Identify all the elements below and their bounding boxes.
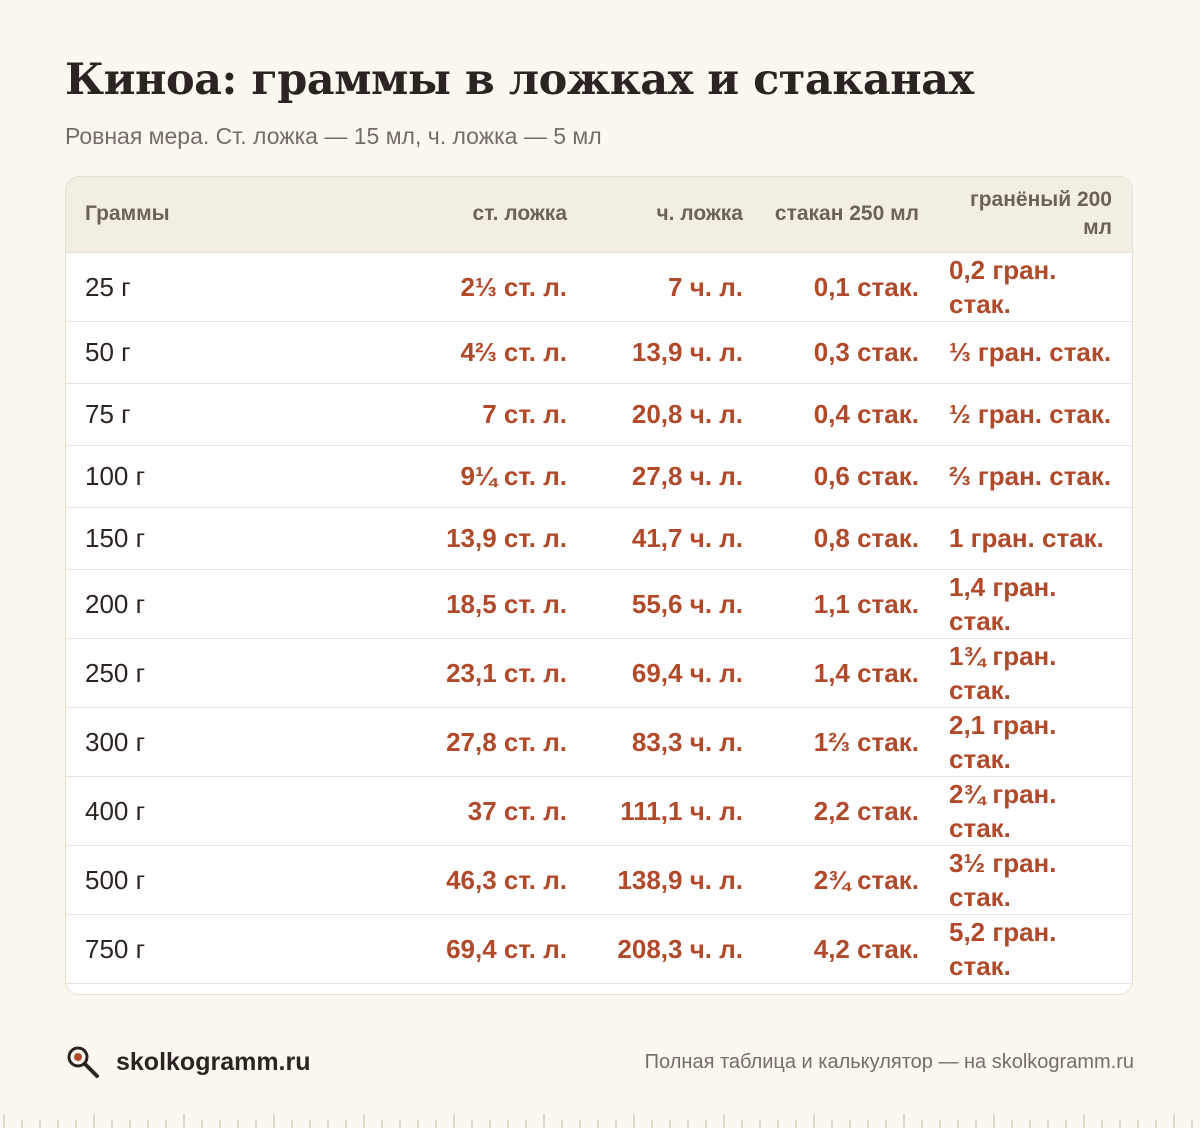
- cell-faceted-glass-200: ½ гран. стак.: [949, 399, 1112, 429]
- cell-faceted-glass-200: 1 гран. стак.: [949, 523, 1104, 553]
- magnifier-scale-icon: [67, 1046, 99, 1078]
- cell-faceted-glass-200: 2¾ гран. стак.: [949, 778, 1057, 843]
- cell-cup-250: 0,4 стак.: [813, 399, 919, 429]
- cell-tablespoon: 18,5 ст. л.: [446, 588, 567, 619]
- cell-tablespoon: 92,6 ст. л.: [411, 983, 587, 994]
- cell-grams: 750 г: [85, 933, 146, 964]
- table-row: 750 г 69,4 ст. л. 208,3 ч. л. 4,2 стак. 5,2 …: [66, 914, 1132, 983]
- cell-tablespoon: 4⅔ ст. л.: [460, 337, 567, 367]
- cell-cup-250: 5,6 стак.: [763, 983, 939, 994]
- cell-tablespoon: 37 ст. л.: [467, 795, 567, 826]
- table-row: 250 г 23,1 ст. л. 69,4 ч. л. 1,4 стак. 1¾ гр…: [66, 638, 1132, 707]
- cell-teaspoon: 41,7 ч. л.: [631, 523, 743, 553]
- cell-grams: 250 г: [85, 657, 146, 688]
- cell-faceted-glass-200: ⅔ гран. стак.: [949, 461, 1112, 491]
- cell-tablespoon: 7 ст. л.: [482, 399, 567, 429]
- table-header-row: Граммы ст. ложка ч. ложка стакан 250 мл …: [66, 177, 1132, 253]
- cell-faceted-glass-200: 0,2 гран. стак.: [949, 254, 1057, 319]
- footer-brand[interactable]: skolkogramm.ru: [116, 1048, 311, 1076]
- cell-cup-250: 1⅔ стак.: [813, 726, 919, 757]
- cell-faceted-glass-200: 1¾ гран. стак.: [949, 640, 1057, 705]
- table-row: 300 г 27,8 ст. л. 83,3 ч. л. 1⅔ стак. 2,1 гр…: [66, 707, 1132, 776]
- table-row: 1000 г92,6 ст. л.277,8 ч. л.5,6 стак.7 г…: [66, 983, 1132, 994]
- cell-grams: 100 г: [85, 461, 146, 491]
- footer-note: Полная таблица и калькулятор — на skolko…: [644, 1051, 1134, 1073]
- cell-tablespoon: 23,1 ст. л.: [446, 657, 567, 688]
- column-header-grams: Граммы: [66, 177, 411, 253]
- cell-teaspoon: 7 ч. л.: [668, 271, 743, 302]
- cell-cup-250: 4,2 стак.: [813, 933, 919, 964]
- cell-teaspoon: 69,4 ч. л.: [631, 657, 743, 688]
- cell-grams: 25 г: [85, 271, 131, 302]
- cell-teaspoon: 13,9 ч. л.: [631, 337, 743, 367]
- cell-tablespoon: 9¼ ст. л.: [460, 461, 567, 491]
- cell-faceted-glass-200: 1,4 гран. стак.: [949, 571, 1057, 636]
- table-row: 75 г 7 ст. л. 20,8 ч. л. 0,4 стак. ½ гран. с…: [66, 383, 1132, 445]
- cell-cup-250: 1,1 стак.: [813, 588, 919, 619]
- cell-tablespoon: 13,9 ст. л.: [446, 523, 567, 553]
- table-row: 150 г 13,9 ст. л. 41,7 ч. л. 0,8 стак. 1 гра…: [66, 507, 1132, 569]
- cell-teaspoon: 208,3 ч. л.: [617, 933, 743, 964]
- column-header-faceted-glass-200: гранёный 200 мл: [939, 177, 1132, 253]
- cell-faceted-glass-200: 3½ гран. стак.: [949, 847, 1057, 912]
- cell-teaspoon: 27,8 ч. л.: [631, 461, 743, 491]
- table-row: 100 г 9¼ ст. л. 27,8 ч. л. 0,6 стак. ⅔ гран.…: [66, 445, 1132, 507]
- cell-faceted-glass-200: 2,1 гран. стак.: [949, 709, 1057, 774]
- cell-tablespoon: 27,8 ст. л.: [446, 726, 567, 757]
- cell-faceted-glass-200: 7 гран. стак.: [939, 983, 1132, 994]
- cell-grams: 500 г: [85, 864, 146, 895]
- table-row: 50 г 4⅔ ст. л. 13,9 ч. л. 0,3 стак. ⅓ гран. …: [66, 321, 1132, 383]
- cell-grams: 1000 г: [66, 983, 411, 994]
- table-body: 25 г 2⅓ ст. л. 7 ч. л. 0,1 стак. 0,2 гран. с…: [66, 252, 1132, 994]
- conversion-table-card: Граммы ст. ложка ч. ложка стакан 250 мл …: [65, 176, 1133, 995]
- cell-tablespoon: 2⅓ ст. л.: [460, 271, 567, 302]
- cell-teaspoon: 83,3 ч. л.: [631, 726, 743, 757]
- table-row: 500 г 46,3 ст. л. 138,9 ч. л. 2¾ стак. 3½ гр…: [66, 845, 1132, 914]
- cell-cup-250: 2,2 стак.: [813, 795, 919, 826]
- cell-cup-250: 2¾ стак.: [813, 864, 919, 895]
- cell-grams: 300 г: [85, 726, 146, 757]
- cell-teaspoon: 138,9 ч. л.: [617, 864, 743, 895]
- table-row: 25 г 2⅓ ст. л. 7 ч. л. 0,1 стак. 0,2 гран. с…: [66, 252, 1132, 321]
- cell-grams: 75 г: [85, 399, 131, 429]
- page-title: Киноа: граммы в ложках и стаканах: [65, 55, 974, 105]
- cell-cup-250: 0,8 стак.: [813, 523, 919, 553]
- cell-cup-250: 0,6 стак.: [813, 461, 919, 491]
- cell-cup-250: 1,4 стак.: [813, 657, 919, 688]
- cell-tablespoon: 46,3 ст. л.: [446, 864, 567, 895]
- cell-cup-250: 0,3 стак.: [813, 337, 919, 367]
- cell-teaspoon: 55,6 ч. л.: [631, 588, 743, 619]
- page-subtitle: Ровная мера. Ст. ложка — 15 мл, ч. ложка…: [65, 123, 602, 149]
- cell-teaspoon: 277,8 ч. л.: [587, 983, 763, 994]
- column-header-teaspoon: ч. ложка: [587, 177, 763, 253]
- table-row: 400 г 37 ст. л. 111,1 ч. л. 2,2 стак. 2¾ гра…: [66, 776, 1132, 845]
- table-row: 200 г 18,5 ст. л. 55,6 ч. л. 1,1 стак. 1,4 г…: [66, 569, 1132, 638]
- cell-teaspoon: 20,8 ч. л.: [631, 399, 743, 429]
- cell-faceted-glass-200: 5,2 гран. стак.: [949, 916, 1057, 981]
- cell-tablespoon: 69,4 ст. л.: [446, 933, 567, 964]
- cell-grams: 150 г: [85, 523, 146, 553]
- cell-teaspoon: 111,1 ч. л.: [620, 795, 743, 826]
- cell-grams: 400 г: [85, 795, 146, 826]
- column-header-cup-250: стакан 250 мл: [763, 177, 939, 253]
- cell-cup-250: 0,1 стак.: [813, 271, 919, 302]
- conversion-table: Граммы ст. ложка ч. ложка стакан 250 мл …: [66, 177, 1132, 994]
- cell-grams: 200 г: [85, 588, 146, 619]
- cell-faceted-glass-200: ⅓ гран. стак.: [949, 337, 1112, 367]
- cell-grams: 50 г: [85, 337, 131, 367]
- column-header-tablespoon: ст. ложка: [411, 177, 587, 253]
- ruler-decoration: [3, 1114, 1193, 1128]
